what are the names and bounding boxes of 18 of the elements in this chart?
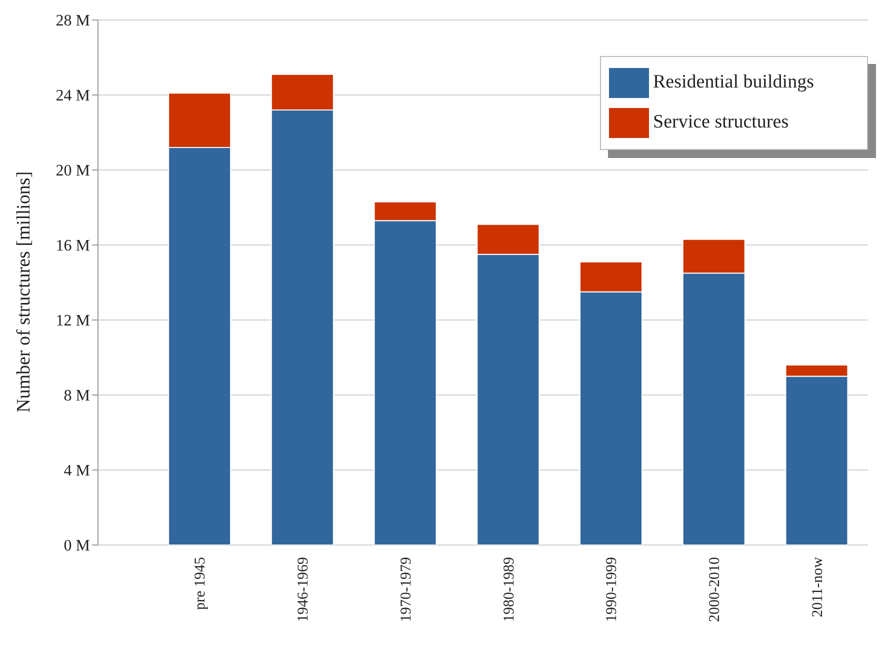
legend-label: Residential buildings (653, 71, 814, 92)
y-tick-label: 20 M (56, 162, 90, 180)
x-tick-label: 2011-now (810, 556, 826, 618)
x-tick-label: 1946-1969 (296, 557, 312, 622)
y-tick-label: 24 M (56, 88, 90, 105)
y-tick-label: 28 M (56, 12, 90, 30)
x-tick-label: 1970-1979 (398, 557, 414, 622)
x-tick-label: 1990-1999 (604, 557, 620, 622)
x-tick-label: 1980-1989 (501, 557, 518, 622)
x-tick-label: 2000-2010 (706, 557, 723, 622)
x-tick-label: pre 1945 (192, 557, 209, 610)
legend-label: Service structures (653, 111, 789, 132)
y-axis-title: Number of structures [millions] (14, 171, 35, 412)
y-tick-label: 8 M (64, 388, 90, 405)
y-tick-label: 4 M (64, 462, 90, 480)
y-tick-label: 16 M (56, 238, 90, 255)
y-tick-label: 0 M (64, 538, 90, 555)
y-tick-label: 12 M (56, 312, 90, 330)
